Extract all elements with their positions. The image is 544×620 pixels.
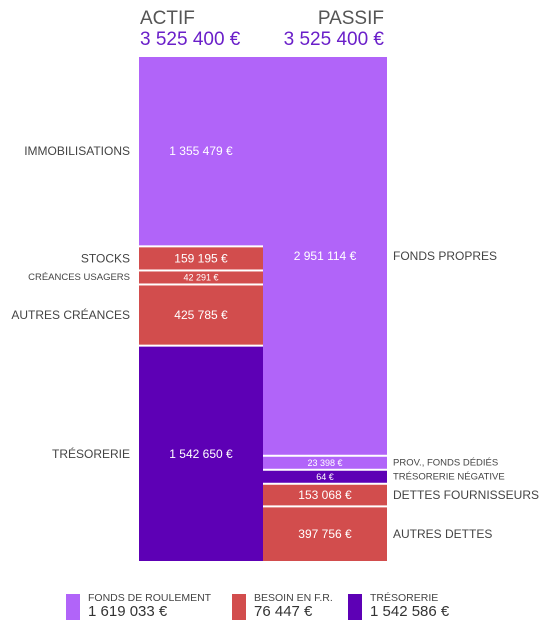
legend-swatch — [66, 594, 80, 620]
legend-label: TRÉSORERIE — [370, 592, 439, 604]
value-label-stocks: 159 195 € — [174, 251, 228, 265]
value-label-creances-usagers: 42 291 € — [183, 272, 218, 282]
value-label-dettes-fournisseurs: 153 068 € — [298, 488, 352, 502]
category-label-immobilisations: IMMOBILISATIONS — [24, 144, 130, 158]
actif-title: ACTIF — [140, 8, 195, 29]
segment-dettes-fournisseurs — [263, 484, 387, 506]
segment-stocks — [139, 247, 263, 270]
legend-value: 1 619 033 € — [88, 603, 168, 620]
passif-total: 3 525 400 € — [283, 29, 384, 50]
value-label-immobilisations: 1 355 479 € — [169, 144, 233, 158]
segment-fonds-propres — [263, 57, 387, 455]
value-label-autres-creances: 425 785 € — [174, 308, 228, 322]
segment-autres-dettes — [263, 507, 387, 561]
segment-creances-usagers — [139, 271, 263, 284]
legend-value: 1 542 586 € — [370, 603, 450, 620]
segment-prov-fonds-dedies — [263, 456, 387, 469]
segment-tresorerie-negative — [263, 470, 387, 483]
legend-swatch — [348, 594, 362, 620]
segment-autres-creances — [139, 285, 263, 345]
legend-swatch — [232, 594, 246, 620]
category-label-stocks: STOCKS — [81, 251, 130, 265]
value-label-prov-fonds-dedies: 23 398 € — [307, 458, 342, 468]
category-label-tresorerie-negative: TRÉSORERIE NÉGATIVE — [393, 471, 505, 482]
segment-tresorerie — [139, 346, 263, 561]
category-label-fonds-propres: FONDS PROPRES — [393, 249, 497, 263]
actif-total: 3 525 400 € — [140, 29, 241, 50]
legend-value: 76 447 € — [254, 603, 313, 620]
passif-title: PASSIF — [317, 8, 384, 29]
category-label-dettes-fournisseurs: DETTES FOURNISSEURS — [393, 488, 539, 502]
category-label-tresorerie: TRÉSORERIE — [52, 446, 130, 461]
value-label-fonds-propres: 2 951 114 € — [294, 249, 357, 263]
category-label-autres-dettes: AUTRES DETTES — [393, 527, 492, 541]
category-label-creances-usagers: CRÉANCES USAGERS — [28, 272, 130, 283]
segment-immobilisations — [139, 57, 263, 246]
category-label-autres-creances: AUTRES CRÉANCES — [11, 307, 130, 322]
legend-label: BESOIN EN F.R. — [254, 592, 333, 604]
value-label-autres-dettes: 397 756 € — [298, 527, 352, 541]
balance-sheet-chart: 1 355 479 € IMMOBILISATIONS 159 195 € STOCK… — [11, 57, 539, 561]
legend-label: FONDS DE ROULEMENT — [88, 592, 212, 604]
value-label-tresorerie-negative: 64 € — [316, 472, 334, 482]
category-label-prov-fonds-dedies: PROV., FONDS DÉDIÉS — [393, 457, 498, 468]
value-label-tresorerie: 1 542 650 € — [169, 447, 233, 461]
